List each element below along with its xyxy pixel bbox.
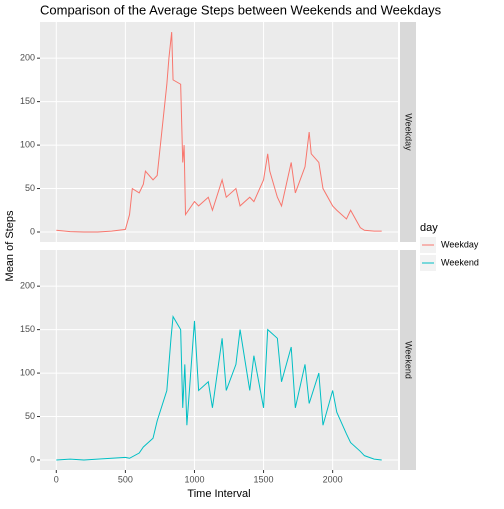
y-tick-label: 50 [25, 411, 35, 421]
y-tick-label: 100 [20, 139, 35, 149]
y-tick-label: 200 [20, 281, 35, 291]
facet-strip [400, 250, 416, 470]
legend-title: day [420, 222, 438, 234]
y-tick-label: 150 [20, 324, 35, 334]
y-tick-label: 100 [20, 367, 35, 377]
y-tick-label: 150 [20, 96, 35, 106]
x-axis-label: Time Interval [187, 488, 250, 500]
x-tick-label: 2000 [323, 474, 343, 484]
line [56, 314, 382, 461]
x-tick-label: 1000 [184, 474, 204, 484]
line [56, 32, 382, 233]
facet-label: Weekend [404, 341, 414, 379]
legend-label: Weekend [441, 257, 479, 267]
x-tick-label: 0 [54, 474, 59, 484]
facet-strip [400, 22, 416, 242]
y-tick-label: 200 [20, 53, 35, 63]
y-tick-label: 0 [30, 454, 35, 464]
panel-background [40, 22, 398, 242]
chart-title: Comparison of the Average Steps between … [40, 2, 442, 17]
facet-label: Weekday [404, 113, 414, 151]
x-tick-label: 1500 [254, 474, 274, 484]
y-axis-label: Mean of Steps [4, 210, 16, 281]
legend-label: Weekday [441, 239, 479, 249]
y-tick-label: 0 [30, 226, 35, 236]
y-tick-label: 50 [25, 183, 35, 193]
x-tick-label: 500 [118, 474, 133, 484]
